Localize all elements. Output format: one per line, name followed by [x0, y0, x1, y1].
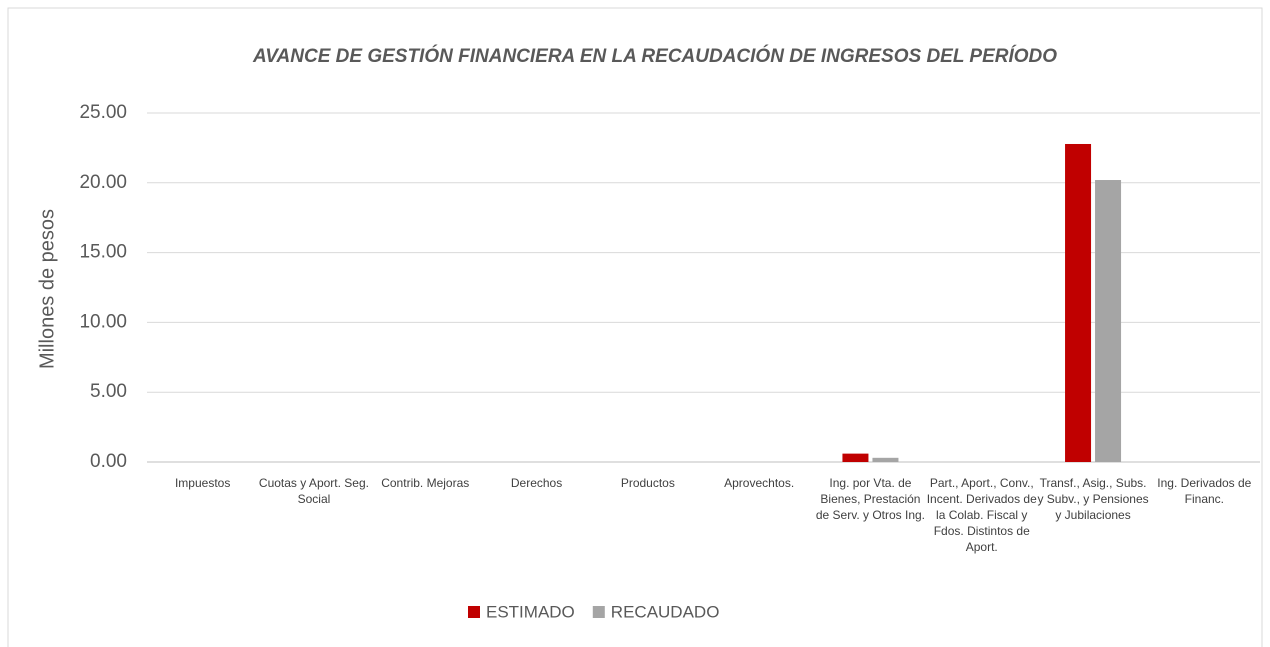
bar: [872, 457, 899, 462]
chart-title: AVANCE DE GESTIÓN FINANCIERA EN LA RECAU…: [252, 46, 1058, 67]
legend-swatch: [468, 606, 480, 618]
x-tick-label: Aprovechtos.: [724, 476, 795, 490]
y-tick-label: 10.00: [79, 311, 127, 332]
x-tick-label: Ing. por Vta. de Bienes, Prestación de S…: [815, 476, 926, 522]
x-tick-label: Ing. Derivados de Financ.: [1157, 476, 1252, 506]
bar: [1095, 180, 1122, 462]
bar: [1065, 143, 1092, 462]
y-tick-label: 5.00: [90, 381, 127, 402]
y-tick-label: 20.00: [79, 172, 127, 193]
bar: [842, 453, 869, 462]
x-tick-label: Impuestos: [174, 476, 231, 490]
x-tick-label: Derechos: [510, 476, 563, 490]
legend-label: RECAUDADO: [611, 602, 720, 621]
x-tick-label: Part., Aport., Conv., Incent. Derivados …: [926, 476, 1037, 554]
x-tick-label: Contrib. Mejoras: [381, 476, 470, 490]
x-tick-label: Cuotas y Aport. Seg. Social: [258, 476, 369, 506]
x-tick-label: Productos: [620, 476, 675, 490]
y-tick-label: 0.00: [90, 451, 127, 472]
chart-border: [7, 7, 1263, 647]
y-tick-label: 15.00: [79, 242, 127, 263]
y-axis-label: Millones de pesos: [36, 209, 58, 369]
y-tick-label: 25.00: [79, 102, 127, 123]
x-tick-label: Transf., Asig., Subs. y Subv., y Pension…: [1037, 476, 1149, 522]
legend-swatch: [592, 606, 605, 618]
legend-label: ESTIMADO: [486, 602, 575, 621]
